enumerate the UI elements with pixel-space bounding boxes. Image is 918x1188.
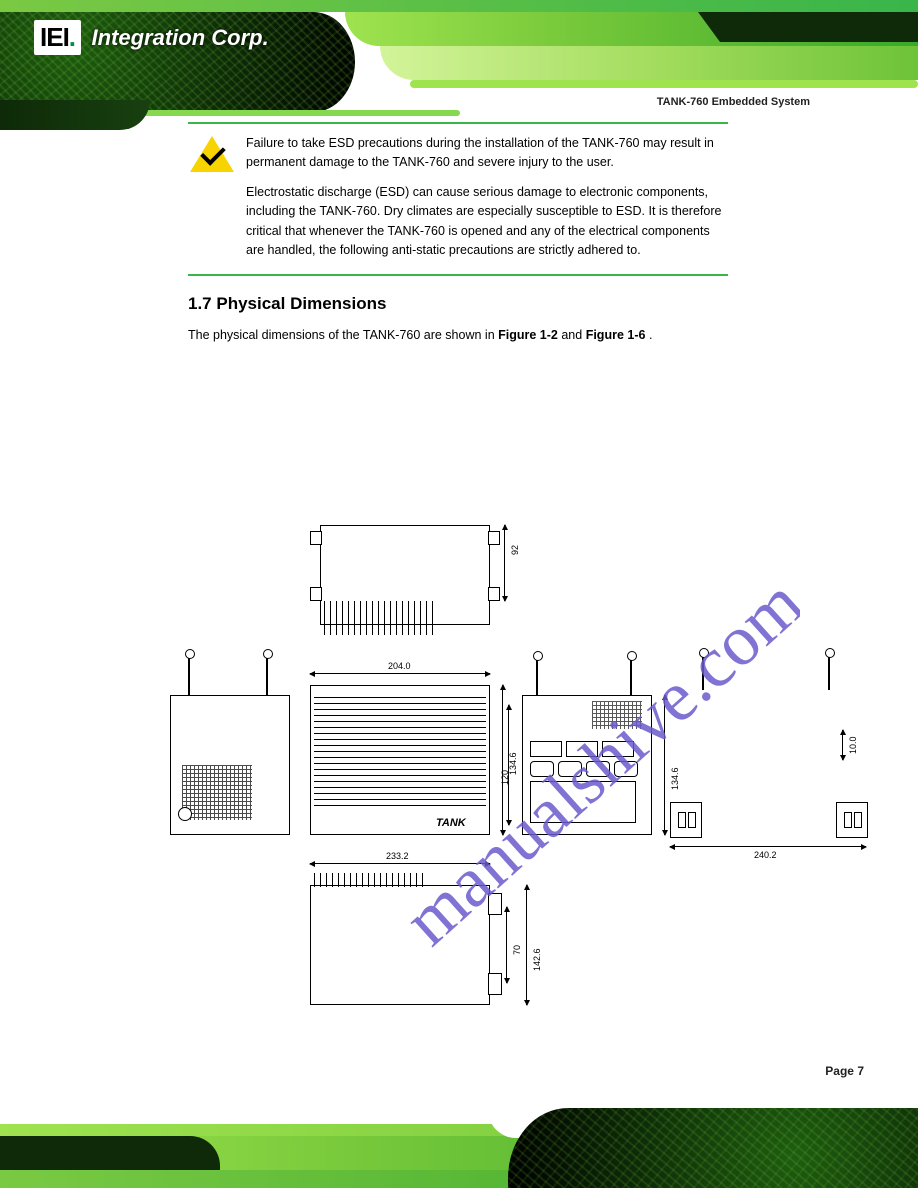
section-number: 1.7 [188,294,212,313]
rule-bottom [188,274,728,276]
front-dim-top-line [310,673,490,674]
bottom-bracket-2 [488,973,502,995]
bracket-slot-4 [854,812,862,828]
header-dark-wedge-top [698,12,918,42]
page: IEI. Integration Corp. TANK-760 Embedded… [0,0,918,1188]
rear-port-1 [530,741,562,757]
section-body: The physical dimensions of the TANK-760 … [188,326,728,345]
section-body-suffix: . [649,328,652,342]
rear-dim-right-line [664,695,665,835]
front-dim-right-line [502,685,503,835]
bottom-top-fins [314,873,424,887]
frame-bottom [310,885,490,1005]
bottom-dim-inner: 70 [512,945,522,955]
top-tab-4 [488,587,500,601]
front-dim-top: 204.0 [388,661,411,671]
view-left [170,695,290,835]
logo-block: IEI. Integration Corp. [34,20,334,80]
section-heading: 1.7 Physical Dimensions [188,294,728,314]
bracket-slot-3 [844,812,852,828]
footer-dark-left [0,1136,220,1170]
rear-port-2 [566,741,598,757]
section-body-prefix: The physical dimensions of the TANK-760 … [188,328,495,342]
left-vent-grid [182,765,252,820]
right-dim-bottom: 240.2 [754,850,777,860]
right-antenna-1 [702,654,704,690]
bracket-slot-1 [678,812,686,828]
rear-port-4 [530,761,554,777]
rear-dim-left-line [508,705,509,825]
top-tab-2 [310,587,322,601]
right-bracket-right [836,802,868,838]
fig-ref-2: Figure 1-6 [586,328,646,342]
rear-antenna-2 [630,657,632,695]
rear-expansion [530,781,636,823]
left-screw [178,807,192,821]
page-number: Page 7 [825,1064,864,1078]
section-title: Physical Dimensions [216,294,386,313]
top-tab-3 [488,531,500,545]
top-tab-1 [310,531,322,545]
top-fins [324,601,434,635]
doc-title: TANK-760 Embedded System [657,96,810,108]
esd-para-1: Failure to take ESD precautions during t… [246,134,728,173]
brand-text: Integration Corp. [91,25,268,51]
rear-port-7 [614,761,638,777]
bottom-dim-inner-line [506,907,507,983]
header-top-bar [0,0,918,12]
bottom-dim-outer-line [526,885,527,1005]
drawings-area: 92 204.0 134.6 TANK [170,525,870,1045]
right-antenna-2 [828,654,830,690]
right-dim-bottom-line [670,846,866,847]
rear-port-5 [558,761,582,777]
rear-port-3 [602,741,634,757]
esd-note: Failure to take ESD precautions during t… [188,132,728,270]
bottom-bracket-1 [488,893,502,915]
esd-warning-icon [188,132,236,172]
view-bottom: 233.2 70 142.6 [310,885,490,1005]
footer-circuit-right [508,1108,918,1188]
right-bracket-left [670,802,702,838]
header-lower-green-line [140,110,460,116]
bottom-dim-top-line [310,863,490,864]
header-green-strip-3 [410,80,918,88]
bracket-slot-2 [688,812,696,828]
rear-vent [592,701,642,729]
esd-para-2: Electrostatic discharge (ESD) can cause … [246,183,728,261]
fig-ref-1: Figure 1-2 [498,328,558,342]
front-model-label: TANK [436,817,466,829]
esd-note-body: Failure to take ESD precautions during t… [246,132,728,270]
left-antenna-2 [266,655,268,695]
front-fins [314,697,486,807]
view-top: 92 [320,525,490,625]
content: Failure to take ESD precautions during t… [188,120,728,346]
left-antenna-1 [188,655,190,695]
top-dim-line [504,525,505,601]
rear-port-6 [586,761,610,777]
header-dark-wedge-left [0,100,150,130]
view-front: 204.0 134.6 TANK [310,685,490,835]
view-rear: 120 134.6 [522,695,652,835]
bottom-dim-outer: 142.6 [532,948,542,971]
bottom-dim-top: 233.2 [386,851,409,861]
right-dim-mid-line [842,730,843,760]
top-dim-label: 92 [510,545,520,555]
rear-antenna-1 [536,657,538,695]
rule-top [188,122,728,124]
logo-text: IEI [40,22,69,52]
rear-dim-left: 120 [500,770,510,785]
header-green-strip-2 [380,46,918,80]
right-dim-mid: 10.0 [848,736,858,754]
right-body [698,694,838,810]
view-right: 10.0 240.2 [670,690,870,850]
iei-logo: IEI. [34,20,81,55]
